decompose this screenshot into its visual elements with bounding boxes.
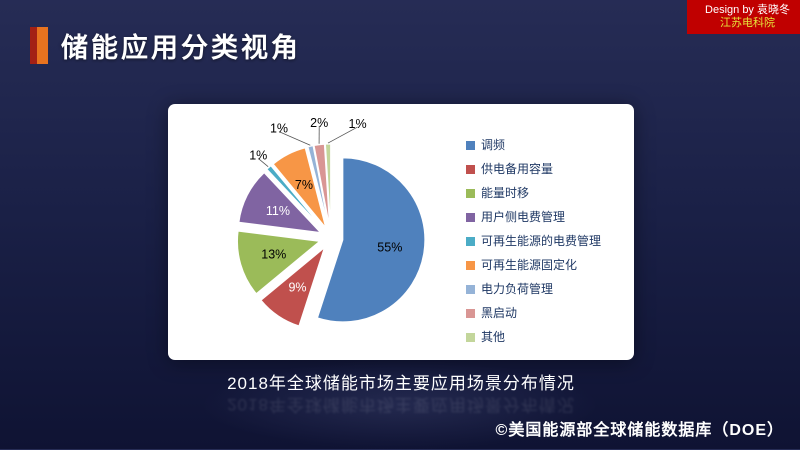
legend-label: 其他 [481,330,505,345]
legend-label: 调频 [481,138,505,153]
legend-item: 调频 [466,138,626,153]
legend-label: 电力负荷管理 [481,282,553,297]
legend-label: 用户侧电费管理 [481,210,565,225]
chart-caption: 2018年全球储能市场主要应用场景分布情况 [168,369,634,394]
pie-chart: 55% 9% 13% 11% 1% 7% 1% 2% 1% [176,110,464,350]
design-badge-line2: 江苏电科院 [705,17,790,30]
pie-slice-percent-label: 1% [270,122,288,136]
pie-slice-percent-label: 7% [295,178,313,192]
pie-slice-percent-label: 1% [349,117,367,131]
pie-slice [318,158,425,322]
legend-swatch [466,309,475,318]
pie-slice-percent-label: 11% [266,204,290,218]
legend-swatch [466,213,475,222]
legend-label: 黑启动 [481,306,517,321]
legend-item: 用户侧电费管理 [466,210,626,225]
page-title: 储能应用分类视角 [61,26,301,65]
legend-item: 黑启动 [466,306,626,321]
chart-legend: 调频供电备用容量能量时移用户侧电费管理可再生能源的电费管理可再生能源固定化电力负… [466,138,626,354]
legend-swatch [466,261,475,270]
legend-item: 可再生能源的电费管理 [466,234,626,249]
accent-bar-red [30,27,37,64]
title-accent-bar [30,27,48,64]
design-badge: Design by 袁晓冬 江苏电科院 [687,0,800,34]
design-badge-line1: Design by 袁晓冬 [705,3,790,17]
legend-label: 供电备用容量 [481,162,553,177]
source-credit: ©美国能源部全球储能数据库（DOE） [496,416,784,440]
legend-label: 可再生能源固定化 [481,258,577,273]
pie-slice-percent-label: 55% [377,240,402,254]
legend-swatch [466,285,475,294]
pie-slice-percent-label: 9% [288,280,306,294]
title-row: 储能应用分类视角 [30,26,301,65]
legend-swatch [466,165,475,174]
legend-item: 其他 [466,330,626,345]
legend-item: 能量时移 [466,186,626,201]
legend-swatch [466,237,475,246]
legend-swatch [466,189,475,198]
pie-slice-percent-label: 2% [310,116,328,130]
legend-item: 电力负荷管理 [466,282,626,297]
legend-swatch [466,141,475,150]
legend-label: 能量时移 [481,186,529,201]
pie-slice-percent-label: 13% [261,248,286,262]
accent-bar-orange [37,27,48,64]
chart-card: 55% 9% 13% 11% 1% 7% 1% 2% 1% 调频供电备用容量能量时移用户侧电费管… [168,104,634,360]
pie-slice-percent-label: 1% [249,148,267,162]
legend-item: 供电备用容量 [466,162,626,177]
legend-swatch [466,333,475,342]
legend-item: 可再生能源固定化 [466,258,626,273]
legend-label: 可再生能源的电费管理 [481,234,601,249]
